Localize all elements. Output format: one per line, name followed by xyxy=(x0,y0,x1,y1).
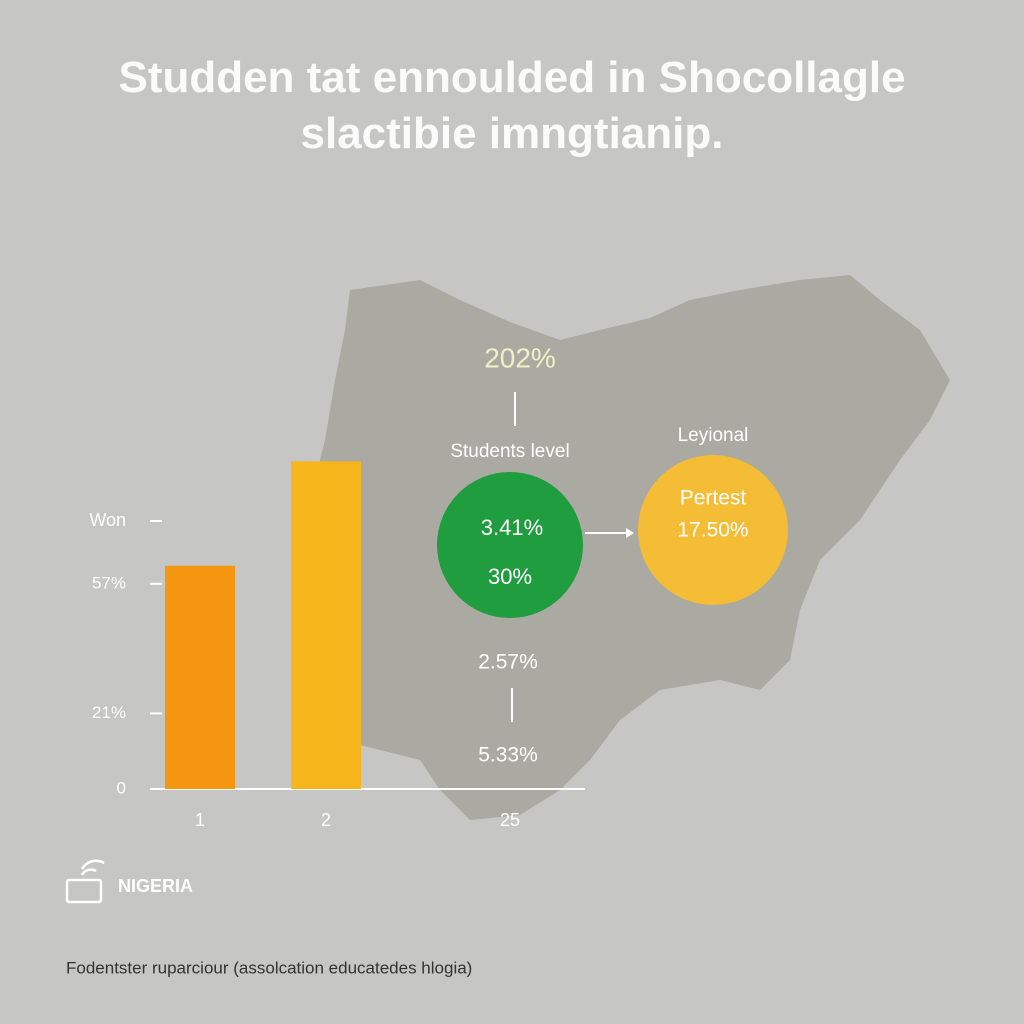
y-axis-label: Won xyxy=(89,510,126,530)
node-label: Students level xyxy=(450,441,569,462)
chart-title: Studden tat ennoulded in Shocollagle sla… xyxy=(118,53,906,158)
top-value: 202% xyxy=(484,342,556,373)
node xyxy=(638,455,788,605)
lower-value: 2.57% xyxy=(478,651,538,674)
x-tick-label: 1 xyxy=(195,810,205,830)
node-value: Pertest xyxy=(680,487,747,510)
node-value: 3.41% xyxy=(481,515,543,540)
y-tick-label: 57% xyxy=(92,573,126,592)
bar xyxy=(165,565,235,789)
x-tick-label: 25 xyxy=(500,810,520,830)
y-tick-label: 21% xyxy=(92,703,126,722)
node-label: Leyional xyxy=(678,425,749,446)
brand: NIGERIA xyxy=(118,876,193,896)
node xyxy=(437,472,583,618)
map-shape xyxy=(292,275,950,820)
brand-icon xyxy=(65,859,105,904)
footer: Fodentster ruparciour (assolcation educa… xyxy=(66,958,472,977)
bar xyxy=(291,461,361,789)
y-tick-label: 0 xyxy=(117,778,126,797)
x-tick-label: 2 xyxy=(321,810,331,830)
node-value: 17.50% xyxy=(677,519,748,542)
lower-value: 5.33% xyxy=(478,744,538,767)
arrow-head xyxy=(626,528,634,538)
node-value: 30% xyxy=(488,564,532,589)
